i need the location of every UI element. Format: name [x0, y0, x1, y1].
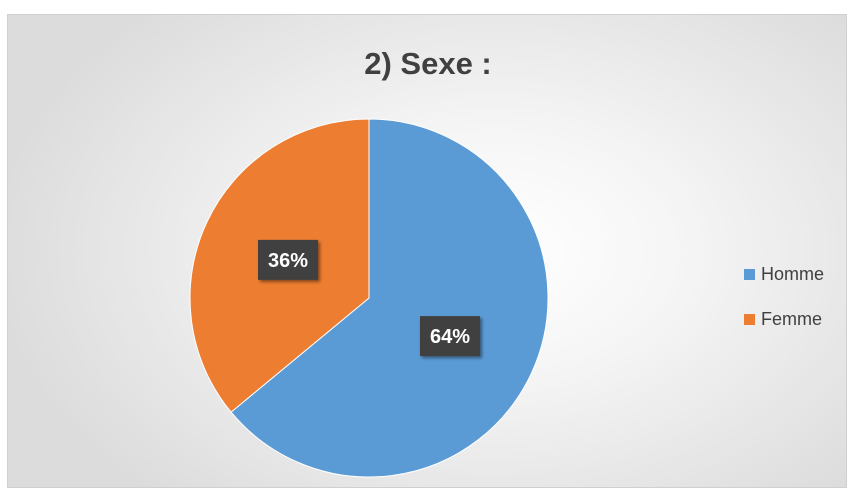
legend-item-femme: Femme [744, 307, 824, 331]
data-label-homme: 64% [419, 316, 480, 357]
legend-swatch-femme [744, 313, 755, 325]
data-label-femme: 36% [258, 239, 319, 280]
data-label-box [419, 316, 480, 357]
data-label-text: 64% [430, 326, 470, 348]
legend: Homme Femme [744, 262, 824, 352]
data-label-text: 36% [268, 250, 308, 272]
legend-swatch-homme [744, 268, 755, 280]
legend-label-homme: Homme [761, 263, 825, 284]
chart-title: 2) Sexe : [364, 46, 492, 81]
data-label-box [258, 239, 319, 280]
pie-slice-homme [230, 118, 549, 478]
legend-label-femme: Femme [761, 308, 823, 329]
legend-item-homme: Homme [744, 262, 824, 286]
